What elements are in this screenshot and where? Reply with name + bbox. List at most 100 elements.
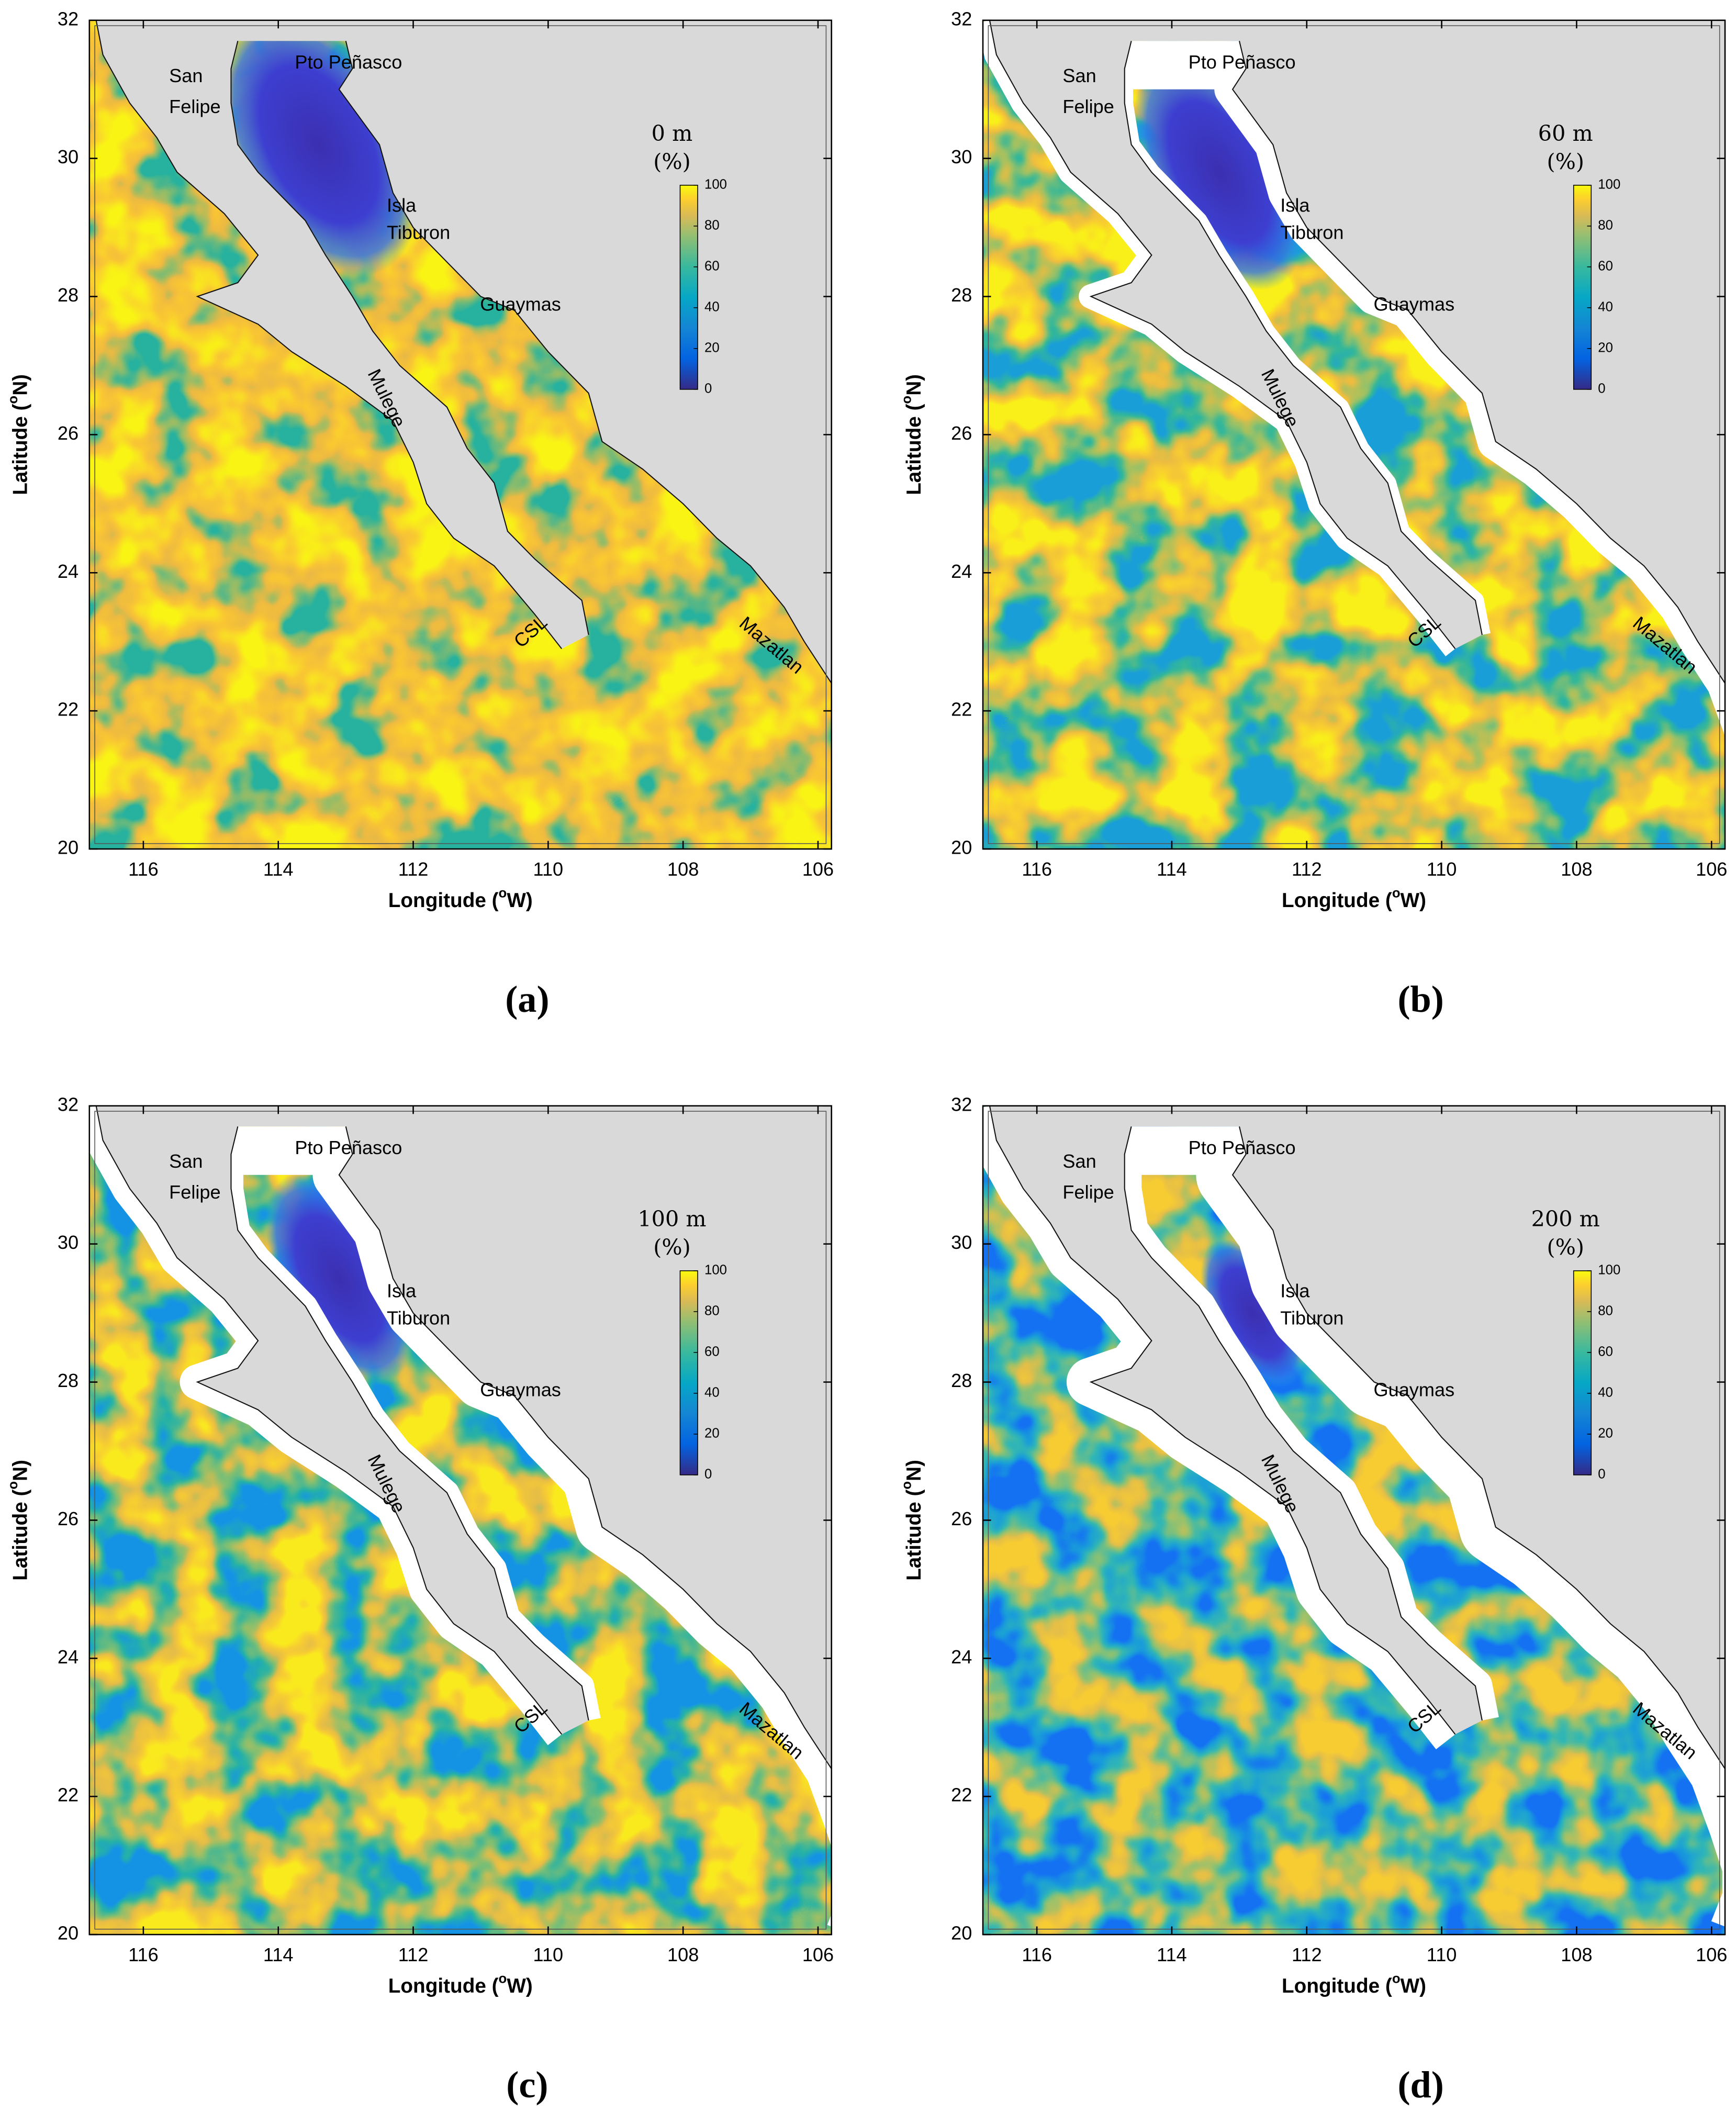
place-name: Guaymas bbox=[1373, 1379, 1454, 1400]
gulf-low bbox=[1200, 1239, 1305, 1388]
colorbar-tick-label: 40 bbox=[1598, 300, 1613, 315]
y-axis-label-text: N) bbox=[903, 374, 925, 396]
y-axis-label-text: Latitude ( bbox=[9, 1490, 32, 1581]
map-panel: 116 114 112 110 108 106 20 22 24 26 28 30 32 Longitud… bbox=[6, 8, 834, 1020]
y-axis-label-sup: o bbox=[899, 396, 914, 404]
gulf-low bbox=[265, 1173, 413, 1384]
x-tick-label: 108 bbox=[1561, 1944, 1592, 1965]
coastline bbox=[230, 41, 589, 635]
x-tick-label: 108 bbox=[1561, 858, 1592, 880]
y-axis-label-text: Latitude ( bbox=[903, 404, 925, 495]
colorbar-tick-label: 80 bbox=[704, 218, 720, 233]
ocean-field bbox=[983, 1105, 1726, 1935]
colorbar-tick-label: 0 bbox=[704, 1467, 712, 1482]
coastline bbox=[95, 1105, 563, 1735]
place-name: Isla bbox=[387, 1280, 417, 1302]
y-tick-label: 26 bbox=[58, 1508, 79, 1529]
panel-label: (a) bbox=[505, 978, 549, 1020]
y-tick-label: 24 bbox=[58, 561, 79, 582]
y-axis-label-sup: o bbox=[899, 1481, 914, 1490]
x-axis-label-text: W) bbox=[507, 1975, 532, 1997]
colorbar-title: 0 m bbox=[652, 121, 693, 146]
place-name: Felipe bbox=[1062, 1181, 1114, 1203]
y-tick-label: 26 bbox=[951, 1508, 972, 1529]
y-tick-label: 22 bbox=[951, 699, 972, 720]
y-axis-label-sup: o bbox=[6, 396, 20, 404]
y-axis-label-text: Latitude ( bbox=[903, 1490, 925, 1581]
map-panel: 116 114 112 110 108 106 20 22 24 26 28 30 32 Longitud… bbox=[899, 8, 1727, 1020]
colorbar-title: 60 m bbox=[1538, 121, 1593, 146]
place-name: San bbox=[1062, 65, 1096, 86]
x-tick-label: 112 bbox=[1292, 858, 1322, 880]
x-axis-label-text: W) bbox=[1401, 1975, 1426, 1997]
coastline bbox=[1231, 41, 1726, 685]
colorbar-tick-label: 80 bbox=[1598, 1304, 1613, 1318]
x-tick-label: 114 bbox=[263, 858, 294, 880]
x-axis-label: Longitude (oW) bbox=[388, 886, 533, 912]
x-axis-label-text: Longitude ( bbox=[1282, 889, 1392, 912]
coastline bbox=[230, 1126, 589, 1721]
x-tick-label: 112 bbox=[1292, 1944, 1322, 1965]
y-tick-label: 30 bbox=[951, 146, 972, 167]
y-axis-label: Latitude (oN) bbox=[6, 374, 32, 495]
colorbar-tick-label: 60 bbox=[1598, 259, 1613, 274]
y-axis-label: Latitude (oN) bbox=[899, 1460, 925, 1581]
colorbar-tick-label: 80 bbox=[704, 1304, 720, 1318]
place-name: Pto Peñasco bbox=[1189, 51, 1296, 73]
colorbar-tick-label: 100 bbox=[1598, 1263, 1620, 1278]
x-tick-label: 110 bbox=[533, 1944, 564, 1965]
coastline bbox=[989, 1105, 1456, 1735]
colorbar bbox=[1573, 185, 1592, 390]
colorbar-tick-label: 60 bbox=[1598, 1345, 1613, 1359]
y-tick-label: 28 bbox=[58, 1370, 79, 1391]
colorbar bbox=[679, 185, 698, 390]
x-tick-label: 114 bbox=[1157, 858, 1187, 880]
y-tick-label: 24 bbox=[951, 561, 972, 582]
x-axis-label-text: W) bbox=[1401, 889, 1426, 912]
colorbar-tick-label: 0 bbox=[1598, 1467, 1605, 1482]
place-name: Tiburon bbox=[387, 1307, 450, 1328]
place-name: Guaymas bbox=[480, 293, 561, 315]
colorbar-tick-label: 80 bbox=[1598, 218, 1613, 233]
colorbar-tick-label: 100 bbox=[704, 177, 727, 192]
y-tick-label: 22 bbox=[58, 1784, 79, 1806]
x-tick-label: 108 bbox=[667, 858, 699, 880]
y-tick-label: 32 bbox=[58, 1093, 79, 1115]
colorbar-tick-label: 20 bbox=[704, 341, 720, 355]
gulf-low-region bbox=[1200, 1239, 1305, 1388]
place-name: Guaymas bbox=[480, 1379, 561, 1400]
y-tick-label: 24 bbox=[58, 1646, 79, 1668]
place-name: Isla bbox=[387, 195, 417, 216]
place-name: San bbox=[169, 65, 203, 86]
colorbar-unit: (%) bbox=[653, 1235, 691, 1260]
x-tick-label: 106 bbox=[802, 858, 834, 880]
x-axis-label-sup: o bbox=[1392, 1971, 1401, 1986]
place-name: Felipe bbox=[169, 96, 220, 117]
x-axis-label-text: Longitude ( bbox=[1282, 1975, 1392, 1997]
y-tick-label: 20 bbox=[58, 1922, 79, 1944]
x-tick-label: 112 bbox=[398, 858, 429, 880]
place-name: Felipe bbox=[169, 1181, 220, 1203]
colorbar-tick-label: 100 bbox=[704, 1263, 727, 1278]
x-tick-label: 112 bbox=[398, 1944, 429, 1965]
panel-label: (d) bbox=[1397, 2064, 1443, 2106]
x-tick-label: 110 bbox=[1427, 1944, 1457, 1965]
coastline bbox=[338, 41, 832, 685]
colorbar-unit: (%) bbox=[1547, 1235, 1585, 1260]
x-axis-label: Longitude (oW) bbox=[388, 1971, 533, 1997]
place-name: Felipe bbox=[1062, 96, 1114, 117]
colorbar-tick-label: 100 bbox=[1598, 177, 1620, 192]
y-axis-label-sup: o bbox=[6, 1481, 20, 1490]
coastline bbox=[338, 1126, 832, 1771]
x-tick-label: 110 bbox=[1427, 858, 1457, 880]
gulf-low-region bbox=[265, 1173, 413, 1384]
y-axis-label: Latitude (oN) bbox=[899, 374, 925, 495]
colorbar-title: 200 m bbox=[1531, 1206, 1600, 1232]
y-axis-label-text: Latitude ( bbox=[9, 404, 32, 495]
y-axis-label-text: N) bbox=[9, 1460, 32, 1481]
x-tick-label: 106 bbox=[1696, 858, 1727, 880]
x-axis-label-text: W) bbox=[507, 889, 532, 912]
x-axis-label-sup: o bbox=[499, 1971, 507, 1986]
colorbar-tick-label: 0 bbox=[1598, 382, 1605, 396]
